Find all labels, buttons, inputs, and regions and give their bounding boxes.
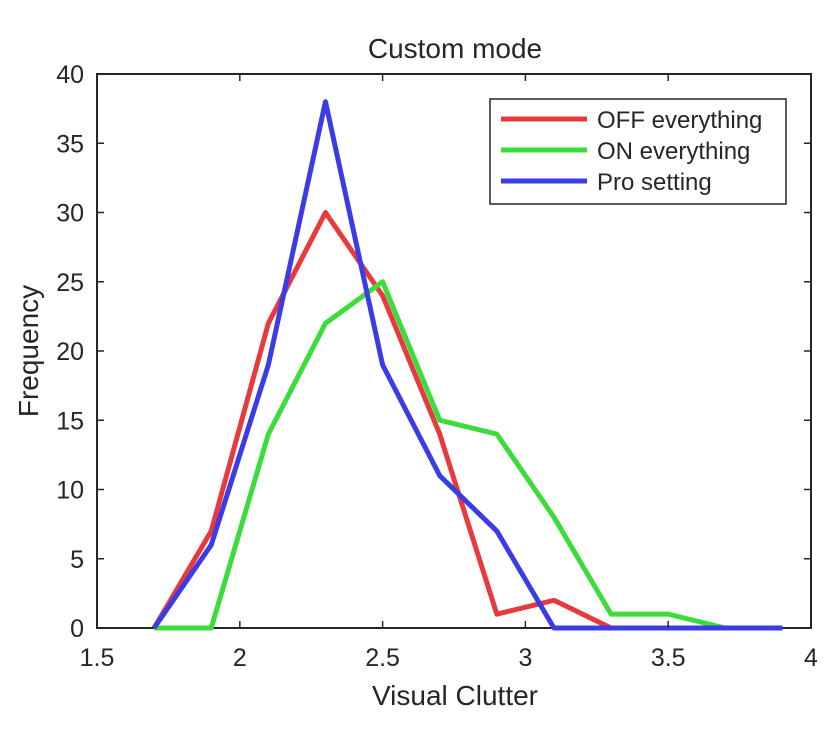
x-tick-label: 3 xyxy=(518,644,532,672)
x-tick-label: 2.5 xyxy=(365,644,400,672)
x-axis-tick-labels: 1.5 2 2.5 3 3.5 4 xyxy=(80,644,818,672)
y-tick-label: 40 xyxy=(56,61,84,89)
series-line-3 xyxy=(152,99,783,631)
chart-legend: OFF everything ON everything Pro setting xyxy=(489,98,787,205)
y-tick-label: 25 xyxy=(56,269,84,297)
chart-title: Custom mode xyxy=(368,33,542,64)
y-axis-label: Frequency xyxy=(13,285,44,417)
y-tick-label: 30 xyxy=(56,200,84,228)
y-tick-label: 15 xyxy=(56,407,84,435)
x-tick-label: 4 xyxy=(804,644,818,672)
legend-label: Pro setting xyxy=(597,169,712,196)
legend-entries: OFF everything ON everything Pro setting xyxy=(501,107,762,196)
legend-label: ON everything xyxy=(597,138,750,165)
x-tick-label: 1.5 xyxy=(80,644,115,672)
x-tick-label: 3.5 xyxy=(651,644,686,672)
y-tick-label: 35 xyxy=(56,130,84,158)
y-tick-label: 10 xyxy=(56,477,84,505)
y-tick-label: 0 xyxy=(70,615,84,643)
y-tick-label: 20 xyxy=(56,338,84,366)
x-axis-label: Visual Clutter xyxy=(372,680,538,711)
series-line-2 xyxy=(154,279,783,631)
axis-ticks xyxy=(96,73,812,629)
legend-label: OFF everything xyxy=(597,107,762,134)
y-tick-label: 5 xyxy=(70,546,84,574)
x-tick-label: 2 xyxy=(233,644,247,672)
y-axis-tick-labels: 0 5 10 15 20 25 30 35 40 xyxy=(56,61,84,643)
series-layer xyxy=(151,99,783,631)
